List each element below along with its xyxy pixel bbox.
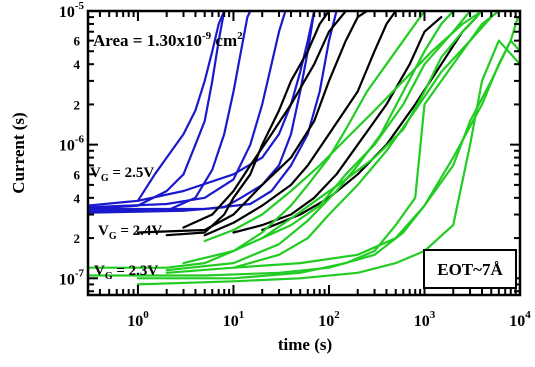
x-tick-label: 102 <box>318 309 340 330</box>
y-tick-label: 10-7 <box>59 267 85 288</box>
vg-2.4v-label: VG = 2.4V <box>98 223 162 242</box>
y-tick-label: 10-6 <box>59 134 85 155</box>
x-axis-title: time (s) <box>278 335 332 354</box>
y-minor-tick-label: 4 <box>74 57 81 72</box>
eot-label: EOT~7Å <box>437 260 503 279</box>
area-annotation: Area = 1.30x10-9 cm2 <box>93 30 243 50</box>
x-tick-label: 100 <box>127 309 149 330</box>
series-2.3V-line-15 <box>138 11 499 278</box>
series-2.3V-line-20 <box>138 41 520 285</box>
series-2.3V-line-22 <box>167 11 454 270</box>
y-minor-tick-label: 4 <box>74 191 81 206</box>
y-axis-title: Current (s) <box>9 112 28 193</box>
y-minor-tick-label: 2 <box>74 231 81 246</box>
eot-box: EOT~7Å <box>424 250 516 288</box>
series-layer <box>88 11 520 284</box>
y-tick-label: 10-5 <box>59 0 85 21</box>
y-minor-tick-label: 6 <box>74 167 81 182</box>
y-minor-tick-label: 6 <box>74 34 81 49</box>
x-tick-label: 103 <box>414 309 436 330</box>
vg-2.5v-label: VG = 2.5V <box>90 165 154 184</box>
x-tick-label: 101 <box>223 309 245 330</box>
x-tick-label: 104 <box>509 309 531 330</box>
series-2.4V-line-10 <box>234 17 442 232</box>
y-minor-tick-label: 2 <box>74 97 81 112</box>
